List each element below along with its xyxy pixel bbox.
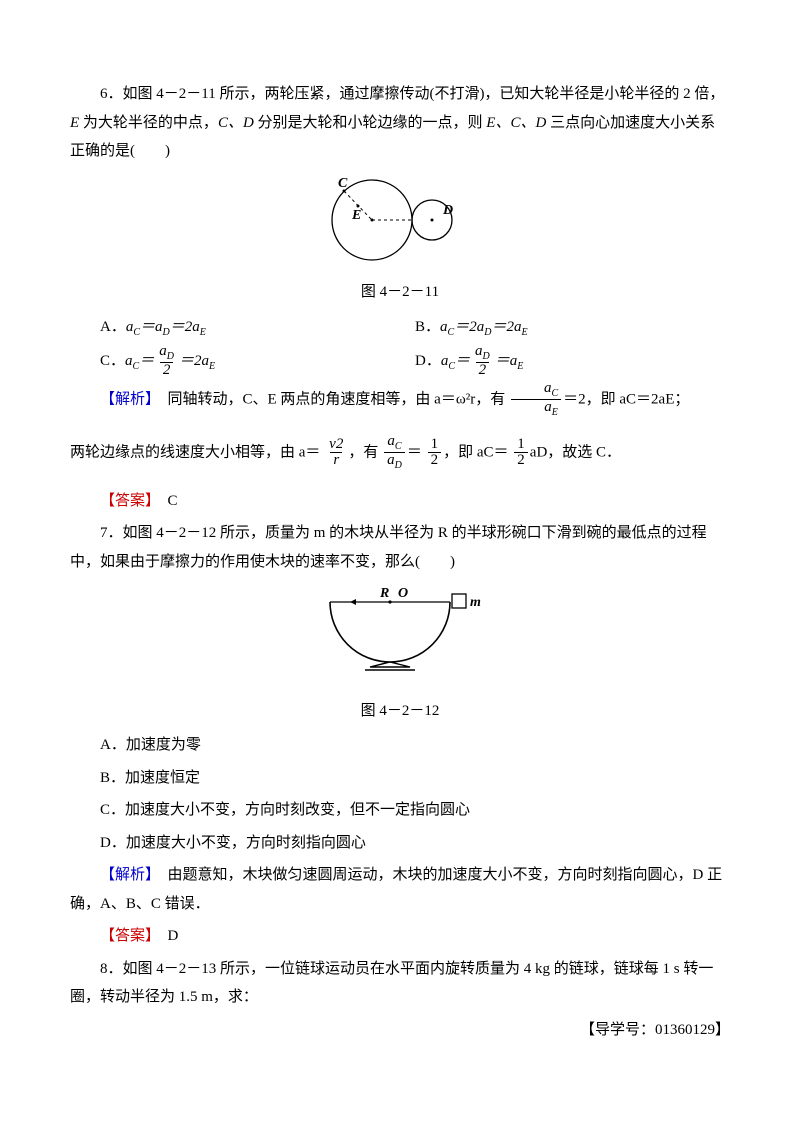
q6-ana-p5: ，即 aC＝	[443, 444, 508, 460]
q6-C-pre: C．	[100, 347, 125, 376]
q6-fig-caption: 图 4－2－11	[70, 278, 730, 307]
q6-C-den: 2	[160, 362, 174, 379]
q7-analysis: 【解析】 由题意知，木块做匀速圆周运动，木块的加速度大小不变，方向时刻指向圆心，…	[70, 861, 730, 918]
q6-C-frac: aD 2	[156, 344, 177, 379]
q6-ana-p2: ＝2，即 aC＝2aE；	[563, 391, 689, 407]
q8-stem: 8．如图 4－2－13 所示，一位链球运动员在水平面内旋转质量为 4 kg 的链…	[70, 955, 730, 1012]
q6-options-row2: C． aC＝ aD 2 ＝2aE D． aC＝ aD 2 ＝aE	[70, 344, 730, 379]
q6-C-tail: ＝2aE	[179, 347, 215, 376]
q6-CD: C、D	[218, 115, 254, 131]
q6-B-pre: B．	[415, 313, 440, 342]
q6-D-frac: aD 2	[472, 344, 493, 379]
q6-A-body: aC＝aD＝2aE	[126, 313, 206, 342]
q7-answer-line: 【答案】 D	[70, 922, 730, 951]
q6-ana-f5n: 1	[514, 437, 528, 453]
q6-ana-frac3: aC aD	[384, 434, 405, 472]
q6-stem: 6．如图 4－2－11 所示，两轮压紧，通过摩擦传动(不打滑)，已知大轮半径是小…	[70, 80, 730, 166]
q6-ana-f3n: aC	[384, 434, 404, 453]
q6-D-den: 2	[476, 362, 490, 379]
q7-answer: D	[153, 928, 179, 944]
q6-ana-frac4: 1 2	[428, 437, 442, 470]
q7-fig-caption: 图 4－2－12	[70, 697, 730, 726]
q6-D-lead: aC＝	[441, 347, 470, 376]
q7-opt-B: B．加速度恒定	[70, 764, 730, 793]
q6-E: E	[70, 115, 79, 131]
analysis-label: 【解析】	[100, 391, 153, 407]
q6-ana-frac2: v2 r	[326, 437, 346, 470]
q6-C-lead: aC＝	[125, 347, 154, 376]
analysis-label: 【解析】	[100, 867, 153, 883]
q6-ECD: E、C、D	[486, 115, 546, 131]
q6-ana-p3: 两轮边缘点的线速度大小相等，由 a＝	[70, 444, 320, 460]
svg-text:R: R	[379, 586, 389, 601]
q6-ana-f4n: 1	[428, 437, 442, 453]
q6-ana-frac1: aC aE	[511, 381, 561, 419]
answer-label: 【答案】	[100, 928, 153, 944]
q6-opt-C: C． aC＝ aD 2 ＝2aE	[100, 344, 415, 379]
q7-analysis-text: 由题意知，木块做匀速圆周运动，木块的加速度大小不变，方向时刻指向圆心，D 正确，…	[70, 867, 722, 912]
q6-analysis-line2: 两轮边缘点的线速度大小相等，由 a＝ v2 r ，有 aC aD ＝ 1 2 ，…	[70, 434, 730, 472]
q6-stem-pre: 6．如图 4－2－11 所示，两轮压紧，通过摩擦传动(不打滑)，已知大轮半径是小…	[100, 86, 724, 102]
q6-stem-tail: 分别是大轮和小轮边缘的一点，则	[254, 115, 487, 131]
svg-text:E: E	[351, 208, 361, 223]
q6-opt-B: B． aC＝2aD＝2aE	[415, 313, 730, 342]
svg-text:O: O	[398, 586, 408, 601]
q7-figure: R O m	[70, 582, 730, 693]
q6-ana-f1n: aC	[511, 381, 561, 400]
q6-D-pre: D．	[415, 347, 441, 376]
q6-stem-mid: 为大轮半径的中点，	[79, 115, 218, 131]
q6-ana-eq1: ＝	[407, 444, 422, 460]
q6-ana-f5d: 2	[514, 452, 528, 469]
q6-figure: C E D	[70, 172, 730, 275]
q6-ana-f4d: 2	[428, 452, 442, 469]
q6-ana-f2d: r	[330, 452, 342, 469]
q6-D-num: aD	[472, 344, 493, 363]
q7-opt-C: C．加速度大小不变，方向时刻改变，但不一定指向圆心	[70, 796, 730, 825]
q6-opt-D: D． aC＝ aD 2 ＝aE	[415, 344, 730, 379]
q6-answer-line: 【答案】 C	[70, 487, 730, 516]
q6-answer: C	[153, 493, 178, 509]
q6-ana-p4: ，有	[348, 444, 378, 460]
svg-text:m: m	[470, 595, 481, 610]
q6-C-num: aD	[156, 344, 177, 363]
q8-note: 【导学号：01360129】	[70, 1016, 730, 1045]
q6-A-pre: A．	[100, 313, 126, 342]
q6-ana-f3d: aD	[384, 452, 405, 472]
q6-D-tail: ＝aE	[495, 347, 524, 376]
q6-options-row1: A． aC＝aD＝2aE B． aC＝2aD＝2aE	[70, 313, 730, 342]
svg-text:C: C	[338, 176, 348, 191]
q6-B-body: aC＝2aD＝2aE	[440, 313, 528, 342]
q6-ana-p1: 同轴转动，C、E 两点的角速度相等，由 a＝ω²r，有	[153, 391, 506, 407]
q6-ana-frac5: 1 2	[514, 437, 528, 470]
q7-stem: 7．如图 4－2－12 所示，质量为 m 的木块从半径为 R 的半球形碗口下滑到…	[70, 519, 730, 576]
q6-ana-f2n: v2	[326, 437, 346, 453]
q6-ana-f1d: aE	[511, 399, 561, 419]
answer-label: 【答案】	[100, 493, 153, 509]
q6-opt-A: A． aC＝aD＝2aE	[100, 313, 415, 342]
q7-opt-D: D．加速度大小不变，方向时刻指向圆心	[70, 829, 730, 858]
q7-opt-A: A．加速度为零	[70, 731, 730, 760]
svg-text:D: D	[442, 203, 453, 218]
q6-analysis: 【解析】 同轴转动，C、E 两点的角速度相等，由 a＝ω²r，有 aC aE ＝…	[70, 381, 730, 419]
q6-ana-p6: aD，故选 C．	[530, 444, 621, 460]
